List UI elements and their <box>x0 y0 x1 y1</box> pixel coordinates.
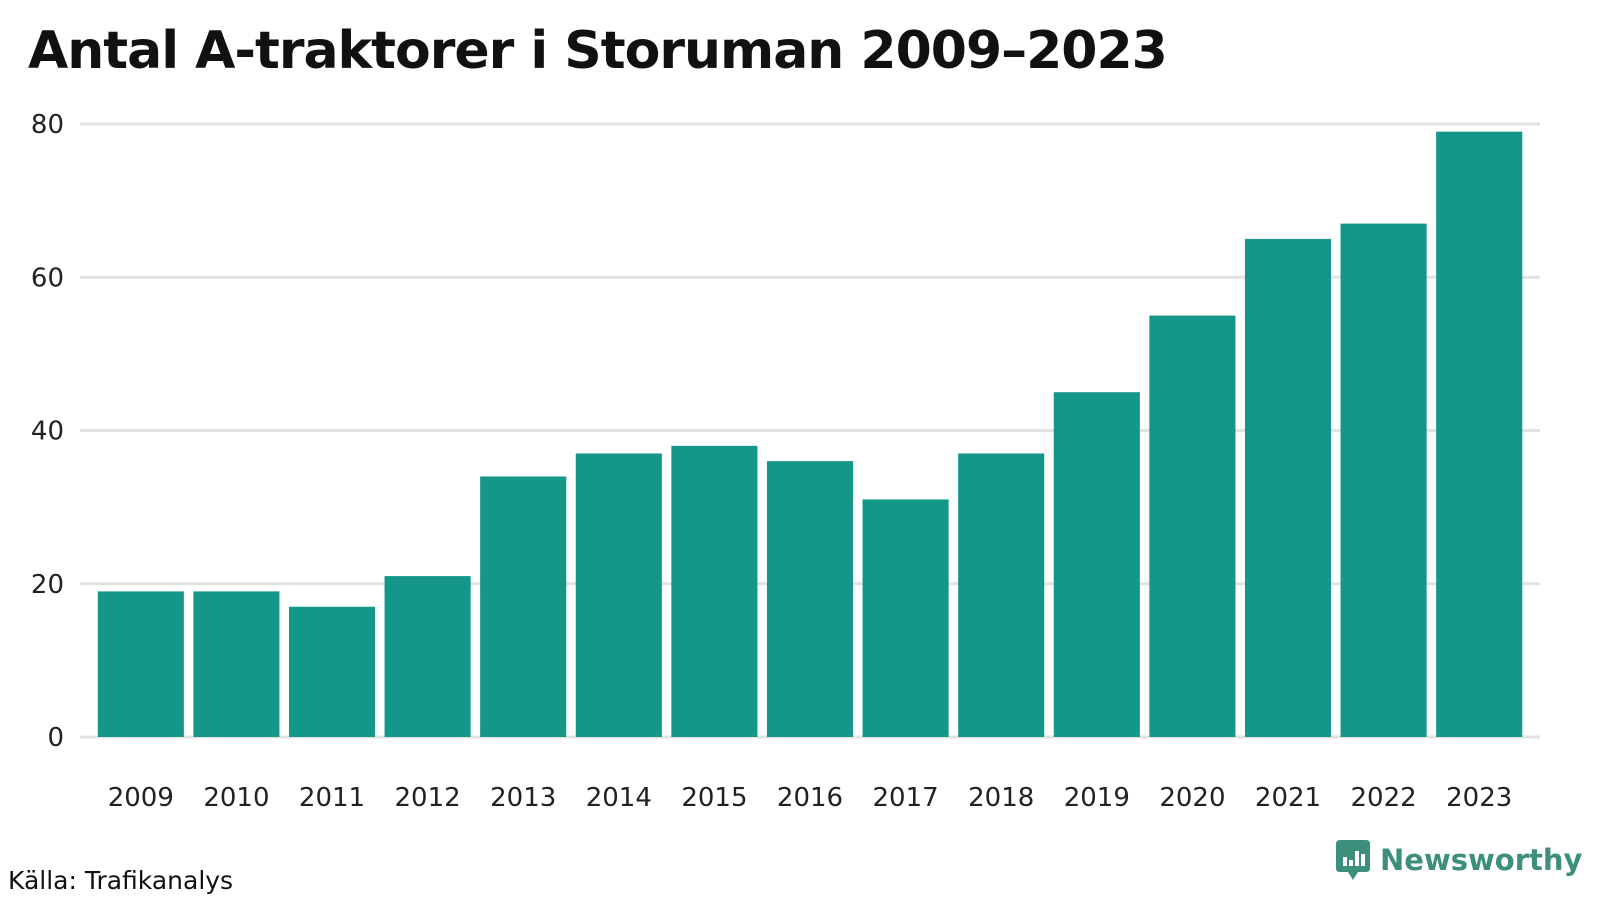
chart-title: Antal A-traktorer i Storuman 2009–2023 <box>28 21 1168 81</box>
bar-2009 <box>97 591 184 737</box>
bars <box>97 131 1523 738</box>
bar-2013 <box>480 476 567 737</box>
x-tick-label: 2011 <box>299 783 365 813</box>
bar-2023 <box>1436 131 1523 738</box>
y-tick-label: 20 <box>31 570 64 600</box>
x-tick-label: 2018 <box>968 783 1034 813</box>
x-tick-label: 2015 <box>681 783 747 813</box>
bar-2011 <box>288 606 376 737</box>
bar-2022 <box>1340 223 1427 738</box>
bar-2016 <box>766 461 854 737</box>
x-tick-label: 2010 <box>203 783 269 813</box>
x-tick-label: 2022 <box>1351 783 1417 813</box>
bar-2020 <box>1149 315 1236 737</box>
y-tick-label: 40 <box>31 417 64 447</box>
x-tick-label: 2013 <box>490 783 556 813</box>
x-tick-label: 2019 <box>1064 783 1130 813</box>
x-tick-label: 2009 <box>108 783 174 813</box>
newsworthy-logo-icon <box>1336 840 1370 880</box>
source-note: Källa: Trafikanalys <box>8 866 234 895</box>
bar-2021 <box>1244 238 1332 737</box>
x-tick-label: 2017 <box>873 783 939 813</box>
y-axis-tick-labels: 0 20 40 60 80 <box>31 110 64 753</box>
x-axis-tick-labels: 2009 2010 2011 2012 2013 2014 2015 2016 2017 2018… <box>108 783 1513 813</box>
x-tick-label: 2021 <box>1255 783 1321 813</box>
bar-2018 <box>958 453 1045 737</box>
x-tick-label: 2016 <box>777 783 843 813</box>
x-tick-label: 2023 <box>1446 783 1512 813</box>
brand-logo[interactable]: Newsworthy <box>1336 838 1582 882</box>
y-tick-label: 80 <box>31 110 64 140</box>
bar-2014 <box>575 453 662 737</box>
bar-2010 <box>193 591 280 737</box>
y-tick-label: 0 <box>47 723 64 753</box>
y-tick-label: 60 <box>31 263 64 293</box>
x-tick-label: 2014 <box>586 783 652 813</box>
x-tick-label: 2020 <box>1159 783 1225 813</box>
x-tick-label: 2012 <box>395 783 461 813</box>
bar-2017 <box>862 499 949 737</box>
bar-2019 <box>1053 392 1140 737</box>
bar-2015 <box>671 445 758 737</box>
brand-name: Newsworthy <box>1380 843 1583 877</box>
bar-2012 <box>384 576 471 737</box>
